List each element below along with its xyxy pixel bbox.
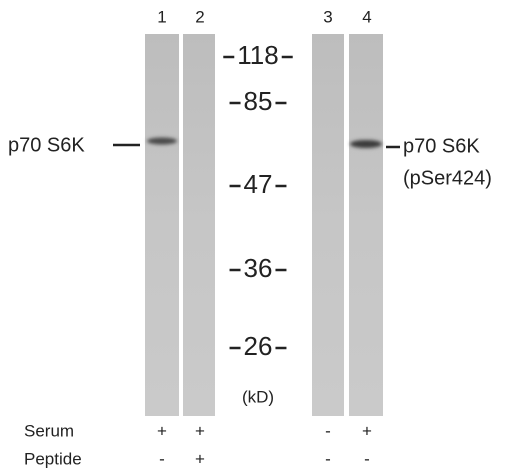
lane-number: 3 [323,7,332,26]
lane [183,34,215,416]
condition-sign: + [362,421,372,440]
condition-name: Peptide [24,449,82,468]
condition-sign: + [157,421,167,440]
marker-label: 85 [244,86,273,116]
lane-number: 1 [157,7,166,26]
lane-number: 4 [362,7,371,26]
band [350,140,382,148]
band [147,138,177,145]
lane [312,34,344,416]
left-label: p70 S6K [8,134,85,156]
lane [349,34,383,416]
right-label: p70 S6K [403,135,480,157]
marker-label: 47 [244,169,273,199]
lane-number: 2 [195,7,204,26]
marker-label: 26 [244,331,273,361]
marker-label: 36 [244,253,273,283]
condition-sign: - [159,449,165,468]
condition-sign: - [364,449,370,468]
unit-label: (kD) [242,387,274,406]
condition-sign: - [325,449,331,468]
blot-figure: p70 S6K p70 S6K (pSer424) (kD) 1 2 3 4 118 85… [0,0,523,472]
lane [145,34,179,416]
condition-sign: - [325,421,331,440]
condition-name: Serum [24,421,74,440]
marker-label: 118 [237,40,278,70]
condition-sign: + [195,449,205,468]
right-label: (pSer424) [403,167,492,189]
condition-sign: + [195,421,205,440]
